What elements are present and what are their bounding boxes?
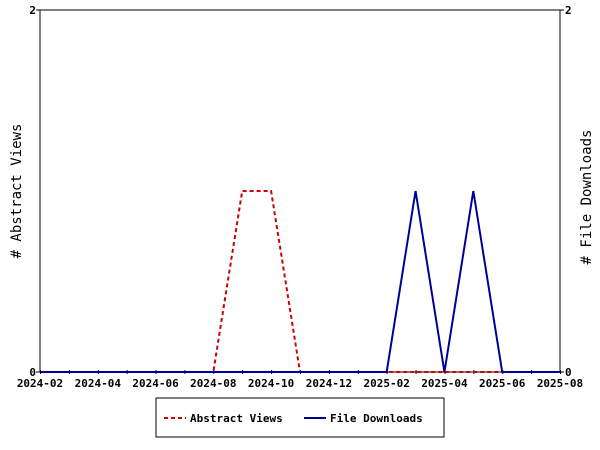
y-left-axis-title: # Abstract Views <box>9 124 25 259</box>
series-line-file-downloads <box>40 190 560 373</box>
legend-box <box>155 397 445 438</box>
x-tick-label: 2024-04 <box>75 377 122 390</box>
x-axis-tick-labels: 2024-02 2024-04 2024-06 2024-08 2024-10 2024-… <box>17 377 583 390</box>
plot-area-border <box>39 9 561 373</box>
series-line-abstract-views <box>40 190 560 373</box>
y-right-tick-label: 0 <box>565 366 572 379</box>
y-left-tick-label: 2 <box>29 4 36 17</box>
legend: Abstract Views File Downloads <box>155 397 445 438</box>
x-tick-label: 2025-08 <box>537 377 583 390</box>
y-left-tick-label: 0 <box>29 366 36 379</box>
y-left-tick-labels: 02 <box>29 4 36 379</box>
y-right-tick-labels: 02 <box>565 4 572 379</box>
series-layer <box>40 190 560 373</box>
y-axis-ticks <box>36 9 564 373</box>
y-right-axis-title: # File Downloads <box>579 130 595 265</box>
x-tick-label: 2024-06 <box>132 377 179 390</box>
x-tick-label: 2024-02 <box>17 377 63 390</box>
x-tick-label: 2025-02 <box>363 377 409 390</box>
legend-label-abstract-views: Abstract Views <box>190 412 283 425</box>
y-right-tick-label: 2 <box>565 4 572 17</box>
x-tick-label: 2024-08 <box>190 377 236 390</box>
x-tick-label: 2024-12 <box>306 377 352 390</box>
x-tick-label: 2024-10 <box>248 377 294 390</box>
x-tick-label: 2025-06 <box>479 377 526 390</box>
legend-label-file-downloads: File Downloads <box>330 412 423 425</box>
plot-frame <box>39 9 561 373</box>
x-tick-label: 2025-04 <box>421 377 468 390</box>
